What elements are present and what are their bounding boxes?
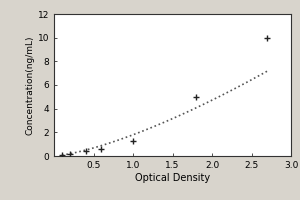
Y-axis label: Concentration(ng/mL): Concentration(ng/mL)	[26, 35, 35, 135]
X-axis label: Optical Density: Optical Density	[135, 173, 210, 183]
